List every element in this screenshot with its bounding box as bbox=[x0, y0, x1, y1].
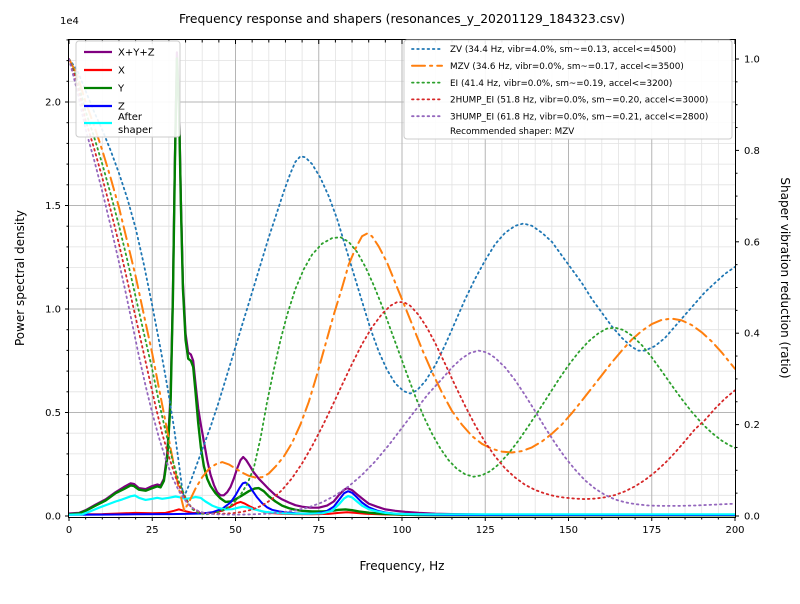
tick-labels: 0 25 50 75 100 125 150 175 2000.00.51.01.52.00.0… bbox=[45, 55, 760, 537]
series-2hump-ei bbox=[69, 58, 735, 515]
yl-tick-label: 0.0 bbox=[45, 512, 61, 523]
legend-psd-box bbox=[75, 40, 181, 138]
x-tick-label: 0 bbox=[66, 525, 72, 536]
yr-tick-label: 0.8 bbox=[744, 146, 760, 157]
series-zv bbox=[69, 58, 735, 497]
x-tick-label: 50 bbox=[229, 525, 242, 536]
legend-label-x+y+z: X+Y+Z bbox=[118, 48, 155, 59]
yl-tick-label: 0.5 bbox=[45, 408, 61, 419]
legend-label-shaper-4: 3HUMP_EI (61.8 Hz, vibr=0.0%, sm~=0.21, … bbox=[450, 112, 708, 122]
legend-label-after: After bbox=[118, 112, 143, 123]
y-left-axis-label: Power spectral density bbox=[13, 210, 27, 346]
legend-recommended-shaper: Recommended shaper: MZV bbox=[450, 127, 574, 137]
series-x-y-z bbox=[69, 51, 735, 516]
yr-tick-label: 0.4 bbox=[744, 329, 760, 340]
legend-label-shaper-3: 2HUMP_EI (51.8 Hz, vibr=0.0%, sm~=0.20, … bbox=[450, 96, 708, 106]
x-tick-label: 150 bbox=[559, 525, 578, 536]
x-axis-label: Frequency, Hz bbox=[360, 559, 445, 573]
series-y bbox=[69, 57, 735, 517]
yr-tick-label: 1.0 bbox=[744, 55, 760, 66]
yr-tick-label: 0.6 bbox=[744, 237, 760, 248]
yr-tick-label: 0.2 bbox=[744, 420, 760, 431]
legend-label-shaper-0: ZV (34.4 Hz, vibr=4.0%, sm~=0.13, accel<… bbox=[450, 45, 676, 55]
x-tick-label: 200 bbox=[725, 525, 744, 536]
legend-label-z: Z bbox=[118, 102, 125, 113]
x-tick-label: 125 bbox=[476, 525, 495, 536]
chart-title: Frequency response and shapers (resonanc… bbox=[179, 12, 625, 26]
legend-label-y: Y bbox=[117, 84, 125, 95]
series-after-shaper bbox=[69, 494, 735, 516]
yl-tick-label: 1.5 bbox=[45, 201, 61, 212]
curves bbox=[69, 51, 735, 517]
legend-label-shaper-2: EI (41.4 Hz, vibr=0.0%, sm~=0.19, accel<… bbox=[450, 79, 672, 89]
x-tick-label: 100 bbox=[392, 525, 411, 536]
yl-tick-label: 2.0 bbox=[45, 98, 61, 109]
legend-label-shaper: shaper bbox=[118, 125, 153, 136]
legend-shapers: ZV (34.4 Hz, vibr=4.0%, sm~=0.13, accel<… bbox=[403, 39, 733, 140]
series-3hump-ei bbox=[69, 58, 735, 516]
yr-tick-label: 0.0 bbox=[744, 512, 760, 523]
y-right-axis-label: Shaper vibration reduction (ratio) bbox=[778, 177, 792, 378]
x-tick-label: 25 bbox=[146, 525, 159, 536]
x-tick-label: 75 bbox=[312, 525, 325, 536]
y-axis-offset-label: 1e4 bbox=[60, 16, 79, 27]
x-tick-label: 175 bbox=[642, 525, 661, 536]
legend-shapers-box bbox=[403, 39, 733, 140]
legend-label-x: X bbox=[118, 66, 125, 77]
series-ei bbox=[69, 58, 735, 516]
legend-label-shaper-1: MZV (34.6 Hz, vibr=0.0%, sm~=0.17, accel… bbox=[450, 62, 684, 72]
yl-tick-label: 1.0 bbox=[45, 305, 61, 316]
